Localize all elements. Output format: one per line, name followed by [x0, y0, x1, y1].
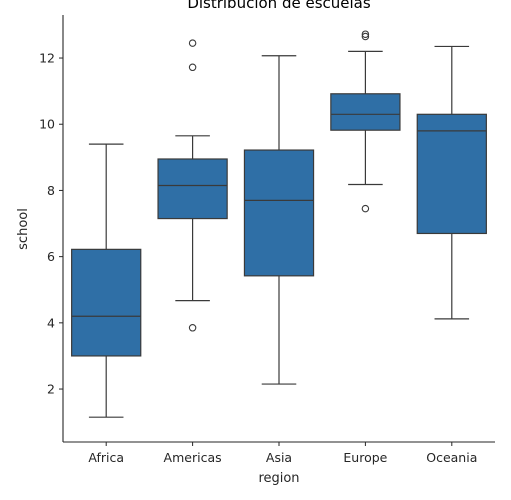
x-tick-label: Asia: [266, 450, 292, 465]
x-axis-label: region: [258, 471, 299, 486]
box-oceania: [416, 113, 487, 235]
outlier-point-europe: [361, 204, 370, 213]
outlier-point-americas: [188, 63, 197, 72]
y-tick-label: 4: [47, 315, 55, 330]
box-europe: [330, 93, 401, 131]
outlier-point-americas: [188, 324, 197, 332]
plot-area: 2 4 6 8 10 12 Africa Americas Asia Europe Oceania: [39, 15, 495, 465]
y-axis-label: school: [16, 208, 31, 250]
outlier-point-europe: [361, 30, 370, 38]
y-tick-label: 2: [47, 382, 55, 397]
x-tick-label: Oceania: [426, 450, 477, 465]
y-tick-label: 6: [47, 249, 55, 264]
outlier-point-europe: [361, 32, 370, 41]
y-tick-label: 10: [39, 117, 55, 132]
outlier-point-americas: [188, 39, 197, 47]
y-tick-label: 8: [47, 183, 55, 198]
y-tick-label: 12: [39, 51, 55, 66]
x-tick-label: Americas: [164, 450, 222, 465]
box-americas: [157, 158, 228, 220]
box-asia: [243, 149, 315, 277]
box-africa: [71, 248, 142, 357]
x-tick-label: Africa: [88, 450, 124, 465]
x-tick-label: Europe: [343, 450, 387, 465]
chart-title: Distribución de escuelas: [187, 0, 371, 12]
